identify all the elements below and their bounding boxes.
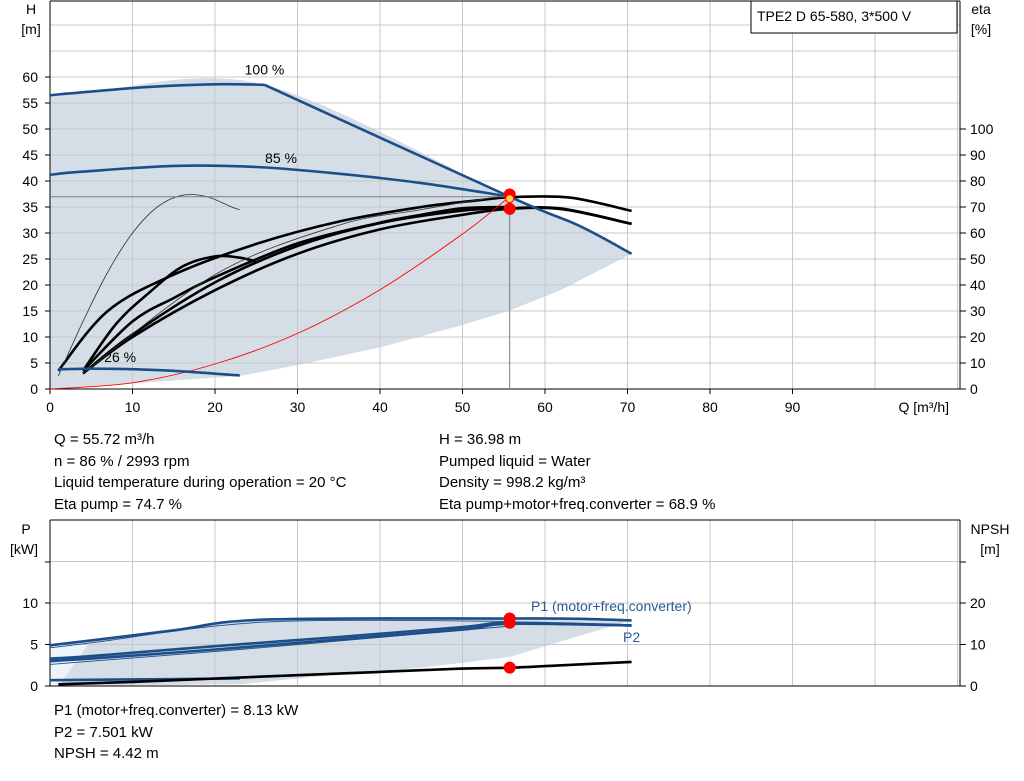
y-left-tick-label: 25 — [22, 251, 38, 267]
power-curve-thin — [49, 619, 510, 649]
x-tick-label: 70 — [620, 399, 636, 415]
info-h: H = 36.98 m — [439, 431, 522, 448]
y-left-tick-label: 50 — [22, 121, 38, 137]
y-right-tick-label: 20 — [970, 329, 986, 345]
y-left-tick-label: 40 — [22, 173, 38, 189]
info-liquid-temp: Liquid temperature during operation = 20… — [54, 474, 347, 491]
chart-title: TPE2 D 65-580, 3*500 V — [757, 8, 912, 24]
y-left-tick-label: 20 — [22, 277, 38, 293]
info-density: Density = 998.2 kg/m³ — [439, 474, 586, 491]
info-p1: P1 (motor+freq.converter) = 8.13 kW — [54, 702, 299, 719]
x-tick-label: 50 — [455, 399, 471, 415]
info-pumped-liquid: Pumped liquid = Water — [439, 452, 591, 470]
info-eta-pump: Eta pump = 74.7 % — [54, 495, 182, 513]
eta-curve-thin — [82, 194, 510, 374]
y-right-tick-label: 10 — [970, 355, 986, 371]
x-tick-label: 30 — [290, 399, 306, 415]
bottom-operating-range-area — [50, 617, 632, 686]
y-right-axis-unit: [%] — [971, 21, 991, 37]
info-p2: P2 = 7.501 kW — [54, 723, 153, 741]
bottom-y-left-tick-label: 0 — [30, 678, 38, 694]
y-right-axis-label: eta — [971, 1, 991, 17]
speed-curve-thin — [49, 171, 84, 176]
info-block-bottom: P1 (motor+freq.converter) = 8.13 kW P2 =… — [54, 700, 298, 765]
y-left-tick-label: 35 — [22, 199, 38, 215]
bottom-y-left-axis-label: P — [21, 521, 30, 537]
bottom-y-right-axis-unit: [m] — [980, 541, 999, 557]
y-right-tick-label: 70 — [970, 199, 986, 215]
y-right-tick-label: 80 — [970, 173, 986, 189]
y-left-tick-label: 30 — [22, 225, 38, 241]
x-tick-label: 60 — [537, 399, 553, 415]
x-tick-label: 0 — [46, 399, 54, 415]
y-left-tick-label: 60 — [22, 69, 38, 85]
y-right-tick-label: 0 — [970, 381, 978, 397]
x-tick-label: 90 — [785, 399, 801, 415]
info-block-left: Q = 55.72 m³/h n = 86 % / 2993 rpm Liqui… — [54, 429, 346, 515]
eta-point-marker — [503, 202, 516, 215]
speed-curve — [49, 164, 510, 198]
y-right-tick-label: 90 — [970, 147, 986, 163]
y-left-axis-unit: [m] — [21, 21, 40, 37]
info-block-right: H = 36.98 m Pumped liquid = Water Densit… — [439, 429, 715, 515]
eta-curve — [82, 205, 510, 372]
p2-point-marker — [503, 616, 516, 629]
speed-curve-label: 100 % — [245, 61, 285, 77]
eta-curve — [57, 195, 632, 372]
bottom-y-left-tick-label: 5 — [30, 637, 38, 653]
eta-curve-thin — [57, 194, 240, 377]
y-left-tick-label: 0 — [30, 381, 38, 397]
y-right-tick-label: 30 — [970, 303, 986, 319]
x-axis-label: Q [m³/h] — [898, 399, 949, 415]
y-left-tick-label: 5 — [30, 355, 38, 371]
y-right-tick-label: 50 — [970, 251, 986, 267]
info-n: n = 86 % / 2993 rpm — [54, 452, 190, 470]
y-left-tick-label: 10 — [22, 329, 38, 345]
bottom-y-right-tick-label: 20 — [970, 595, 986, 611]
y-right-tick-label: 40 — [970, 277, 986, 293]
duty-point-inner-marker — [505, 194, 515, 204]
y-left-tick-label: 15 — [22, 303, 38, 319]
speed-curve — [49, 82, 265, 97]
npsh-curve — [58, 660, 632, 686]
bottom-y-right-tick-label: 0 — [970, 678, 978, 694]
title-box — [750, 0, 958, 34]
y-left-tick-label: 55 — [22, 95, 38, 111]
eta-curve — [81, 254, 257, 372]
speed-curve — [58, 367, 240, 377]
info-npsh: NPSH = 4.42 m — [54, 745, 159, 762]
x-tick-label: 40 — [372, 399, 388, 415]
y-right-tick-label: 60 — [970, 225, 986, 241]
system-curve — [49, 196, 510, 390]
max-speed-curve — [263, 83, 633, 255]
x-tick-label: 80 — [702, 399, 718, 415]
bottom-y-right-axis-label: NPSH — [971, 521, 1010, 537]
bottom-y-right-tick-label: 10 — [970, 637, 986, 653]
speed-curve-label: 85 % — [265, 150, 297, 166]
p1-series-label: P1 (motor+freq.converter) — [531, 598, 692, 614]
y-left-tick-label: 45 — [22, 147, 38, 163]
power-curve — [49, 617, 632, 647]
x-tick-label: 10 — [125, 399, 141, 415]
bottom-y-left-axis-unit: [kW] — [10, 541, 38, 557]
npsh-point-marker — [503, 661, 516, 674]
y-left-axis-label: H — [26, 1, 36, 17]
info-eta-total: Eta pump+motor+freq.converter = 68.9 % — [439, 495, 716, 513]
info-q: Q = 55.72 m³/h — [54, 431, 155, 448]
p2-series-label: P2 — [623, 629, 640, 645]
y-right-tick-label: 100 — [970, 121, 994, 137]
speed-curve-label: 26 % — [104, 349, 136, 365]
x-tick-label: 20 — [207, 399, 223, 415]
bottom-y-left-tick-label: 10 — [22, 595, 38, 611]
